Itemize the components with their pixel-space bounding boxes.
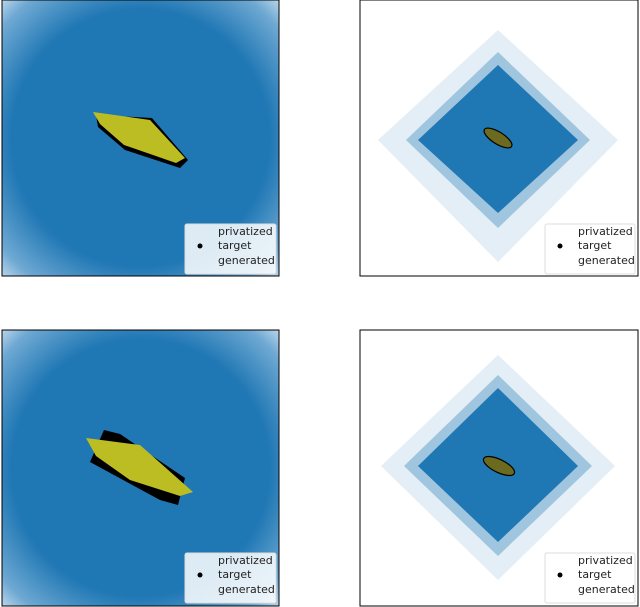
- panel: privatized target generated: [359, 329, 639, 607]
- legend-label: privatized: [218, 225, 273, 238]
- legend-label: generated: [218, 254, 275, 267]
- legend-marker: [197, 243, 203, 249]
- frame: [359, 0, 639, 277]
- frame: [359, 329, 639, 607]
- generated-region: [86, 438, 193, 496]
- legend-label: privatized: [578, 225, 633, 238]
- legend-label: generated: [218, 583, 275, 596]
- generated-region: [482, 455, 516, 477]
- panel: privatized target generated: [1, 0, 280, 277]
- legend: [184, 552, 277, 604]
- generated-region: [93, 112, 185, 163]
- legend-label: target: [218, 568, 252, 581]
- legend-label: target: [578, 568, 612, 581]
- panel: privatized target generated: [1, 329, 280, 607]
- legend-label: generated: [578, 254, 635, 267]
- frame: [1, 0, 280, 277]
- frame: [1, 329, 280, 607]
- legend: [544, 552, 636, 604]
- legend-label: target: [578, 239, 612, 252]
- legend-marker: [557, 243, 563, 249]
- legend-label: privatized: [578, 554, 633, 567]
- legend-label: target: [218, 239, 252, 252]
- legend-label: privatized: [218, 554, 273, 567]
- panel: privatized target generated: [359, 0, 639, 277]
- legend-marker: [197, 572, 203, 578]
- legend: [184, 223, 277, 275]
- legend-label: generated: [578, 583, 635, 596]
- legend-marker: [557, 572, 563, 578]
- legend: [544, 223, 636, 275]
- generated-region: [483, 127, 513, 149]
